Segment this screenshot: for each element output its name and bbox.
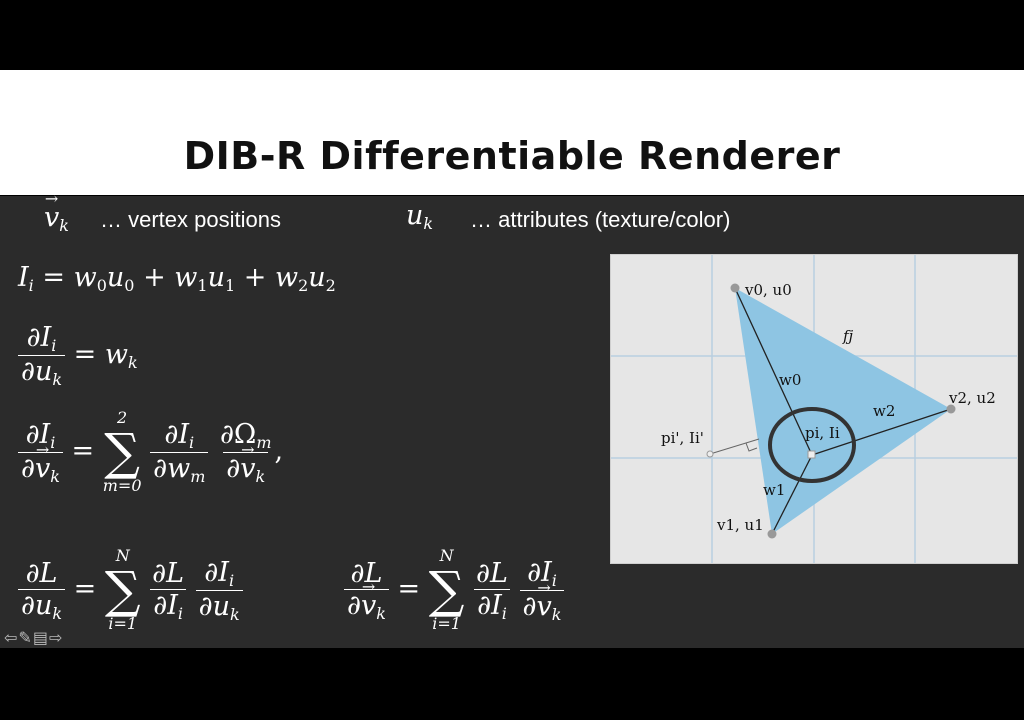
- perpendicular-line: [709, 438, 760, 455]
- symbol-vk: vk: [44, 189, 69, 235]
- barycentric-lines: [734, 287, 952, 535]
- slide-nav: ⇦✎▤⇨: [4, 628, 63, 647]
- equation-dL-dv: ∂L∂vk = N∑i=1 ∂L∂Ii ∂Ii∂vk: [344, 546, 565, 633]
- arrow-right-icon[interactable]: ⇨: [48, 628, 64, 647]
- equation-dL-du: ∂L ∂uk = N ∑ i=1 ∂L ∂Ii ∂Ii ∂uk: [18, 548, 243, 632]
- w2-label: w2: [873, 402, 895, 420]
- sum-upper-2: 2: [117, 408, 128, 427]
- sum-upper-N-2: N: [439, 546, 454, 565]
- v1-label: v1, u1: [716, 516, 764, 534]
- sum-lower-i1: i=1: [108, 614, 138, 633]
- v2-label: v2, u2: [948, 389, 996, 407]
- v2-point: [946, 404, 956, 414]
- equation-dI-du: ∂Ii ∂uk = wk: [18, 322, 138, 389]
- sum-lower-i1-2: i=1: [432, 614, 461, 633]
- right-angle-mark: [745, 442, 758, 452]
- slide-title: DIB-R Differentiable Renderer: [183, 134, 841, 178]
- triangle-diagram: v0, u0 v2, u2 v1, u1 fj w0 w2 w1 pi, Ii …: [610, 254, 1018, 564]
- legend-attr-text: … attributes (texture/color): [470, 207, 731, 232]
- title-band: [0, 70, 1024, 195]
- w1-label: w1: [763, 481, 785, 499]
- v0-label: v0, u0: [744, 281, 792, 299]
- equation-dI-dv: ∂Ii∂vk = 2∑m=0 ∂Ii∂wm ∂Ωm∂vk,: [18, 410, 283, 494]
- pen-icon[interactable]: ✎: [18, 628, 33, 647]
- pi-label: pi, Ii: [805, 424, 840, 442]
- pi-prime-label: pi', Ii': [661, 429, 704, 447]
- v1-point: [767, 529, 777, 539]
- equation-interpolation: Ii = w0u0 + w1u1 + w2u2: [18, 262, 336, 295]
- triangle-face: [735, 288, 951, 534]
- pi-prime-point: [706, 450, 714, 458]
- v0-point: [730, 283, 740, 293]
- face-label: fj: [842, 327, 854, 345]
- pixel-circle: [768, 407, 856, 483]
- legend-vertex-text: … vertex positions: [100, 207, 281, 232]
- symbol-uk: uk: [406, 200, 434, 233]
- sum-upper-N: N: [115, 546, 130, 565]
- sum-lower-m0: m=0: [102, 476, 142, 495]
- w0-label: w0: [779, 371, 801, 389]
- menu-icon[interactable]: ▤: [32, 628, 49, 647]
- arrow-left-icon[interactable]: ⇦: [4, 628, 19, 647]
- pi-point: [807, 450, 816, 459]
- triangle-diagram-svg: v0, u0 v2, u2 v1, u1 fj w0 w2 w1 pi, Ii …: [611, 255, 1017, 563]
